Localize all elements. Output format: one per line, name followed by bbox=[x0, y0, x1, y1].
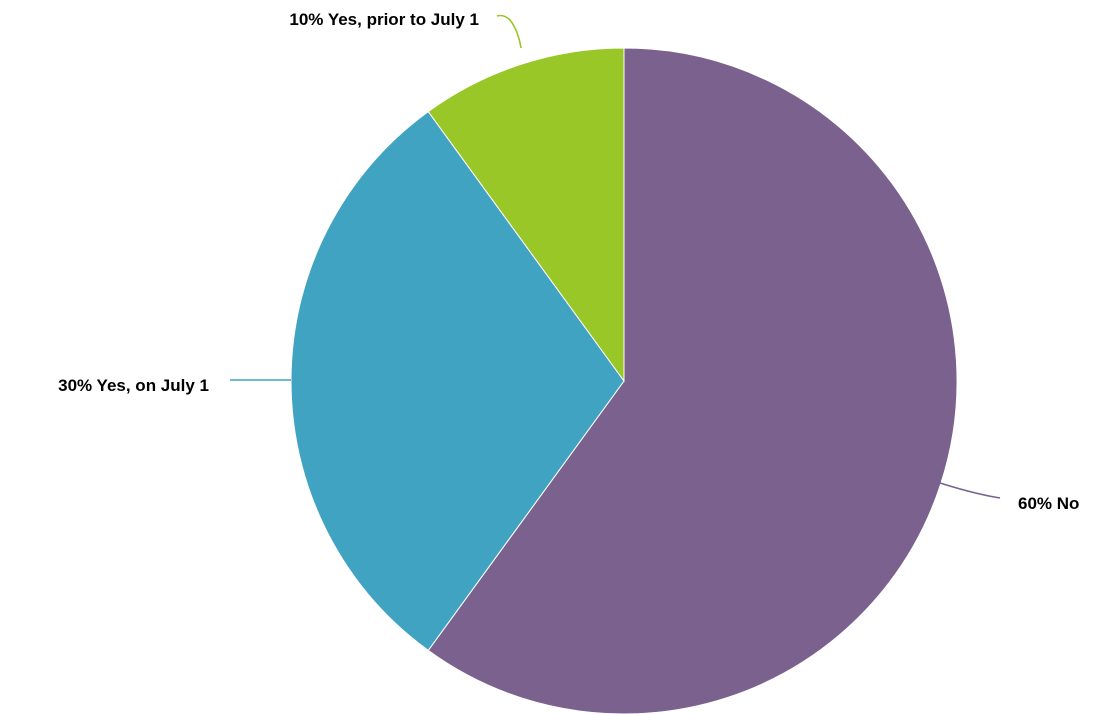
data-label: 10% Yes, prior to July 1 bbox=[289, 10, 479, 29]
data-labels: 60% No 30% Yes, on July 1 10% Yes, prior t… bbox=[58, 10, 1079, 513]
leader-lines bbox=[230, 14, 1001, 499]
pie-slices bbox=[290, 47, 958, 714]
data-label: 30% Yes, on July 1 bbox=[58, 376, 209, 395]
pie-slice-yes-on-july-1 bbox=[290, 110, 625, 652]
leader-line bbox=[939, 482, 1001, 499]
data-label: 60% No bbox=[1018, 494, 1079, 513]
pie-slice-yes-prior-to-july-1 bbox=[427, 47, 625, 383]
leader-line bbox=[496, 14, 522, 49]
